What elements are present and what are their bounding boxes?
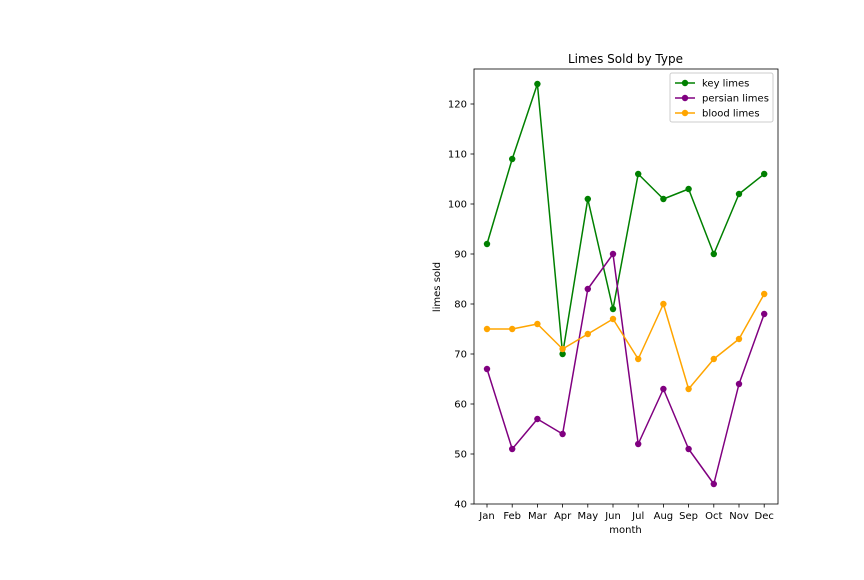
y-tick-label: 40 xyxy=(454,500,467,511)
series-line xyxy=(486,83,765,355)
plot-frame xyxy=(473,68,779,505)
legend-marker xyxy=(681,109,689,117)
legend: key limes persian limes blood limes xyxy=(669,72,774,123)
data-point xyxy=(685,385,692,393)
data-point xyxy=(584,195,591,203)
data-point xyxy=(761,310,768,318)
x-tick-label: Sep xyxy=(679,511,698,522)
legend-marker xyxy=(681,79,689,87)
y-axis-label: limes sold xyxy=(432,262,443,312)
legend-marker xyxy=(681,94,689,102)
legend-box xyxy=(669,72,774,123)
series-blood-limes xyxy=(483,290,768,393)
data-point xyxy=(635,355,642,363)
data-point xyxy=(534,415,541,423)
data-point xyxy=(635,170,642,178)
x-tick-label: Dec xyxy=(755,511,774,522)
x-tick-label: Aug xyxy=(654,511,674,522)
data-point xyxy=(609,315,617,323)
data-point xyxy=(685,185,692,193)
data-point xyxy=(509,155,516,163)
data-point xyxy=(710,480,717,488)
x-tick-label: Jul xyxy=(631,511,644,522)
data-point xyxy=(735,380,743,388)
plot-area xyxy=(483,80,768,488)
data-point xyxy=(710,250,717,258)
data-point xyxy=(559,345,566,353)
x-tick-label: Nov xyxy=(729,511,749,522)
data-point xyxy=(735,190,743,198)
y-tick-label: 90 xyxy=(454,250,467,261)
data-point xyxy=(584,330,591,338)
y-tick-label: 100 xyxy=(448,200,467,211)
series-key-limes xyxy=(483,80,768,358)
data-point xyxy=(584,285,591,293)
y-tick-label: 80 xyxy=(454,300,467,311)
x-tick-label: Jan xyxy=(478,511,494,522)
data-point xyxy=(635,440,642,448)
x-tick-label: Jun xyxy=(604,511,621,522)
x-tick-label: May xyxy=(577,511,598,522)
data-point xyxy=(534,320,541,328)
data-point xyxy=(534,80,541,88)
data-point xyxy=(483,365,491,373)
data-point xyxy=(509,325,516,333)
data-point xyxy=(559,430,566,438)
x-axis-label: month xyxy=(609,525,641,536)
data-point xyxy=(609,305,617,313)
x-tick-label: Apr xyxy=(554,511,572,522)
data-point xyxy=(685,445,692,453)
data-point xyxy=(483,240,491,248)
series-line xyxy=(486,253,765,485)
data-point xyxy=(660,385,667,393)
x-tick-label: Oct xyxy=(705,511,722,522)
legend-label: key limes xyxy=(702,79,749,90)
series-line xyxy=(487,293,765,390)
series-persian-limes xyxy=(483,250,768,488)
y-tick-label: 60 xyxy=(454,400,467,411)
y-tick-label: 50 xyxy=(454,450,467,461)
data-point xyxy=(609,250,617,258)
data-point xyxy=(761,290,768,298)
y-tick-label: 120 xyxy=(448,100,467,111)
data-point xyxy=(735,335,743,343)
data-point xyxy=(761,170,768,178)
y-tick-label: 110 xyxy=(448,150,467,161)
data-point xyxy=(483,325,491,333)
legend-label: persian limes xyxy=(702,94,769,105)
data-point xyxy=(509,445,516,453)
data-point xyxy=(660,300,667,308)
axes: Jan Feb Mar Apr May Jun Jul Aug Sep Oct Nov Dec 40 50… xyxy=(448,68,779,522)
data-point xyxy=(660,195,667,203)
legend-label: blood limes xyxy=(702,109,760,120)
data-point xyxy=(559,350,566,358)
data-point xyxy=(710,355,717,363)
y-tick-label: 70 xyxy=(454,350,467,361)
x-tick-label: Feb xyxy=(503,511,521,522)
x-tick-label: Mar xyxy=(528,511,548,522)
chart-title: Limes Sold by Type xyxy=(568,52,683,66)
